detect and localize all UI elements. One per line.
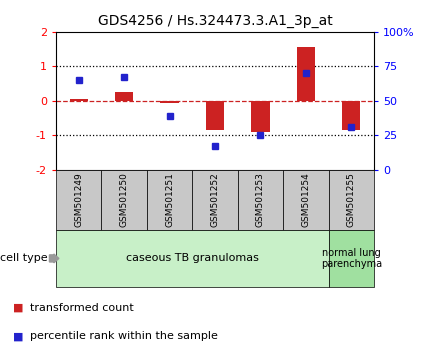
Text: GSM501249: GSM501249: [74, 173, 83, 227]
Text: caseous TB granulomas: caseous TB granulomas: [126, 253, 259, 263]
Text: GSM501252: GSM501252: [211, 173, 219, 227]
Bar: [160, 101, 178, 103]
Text: transformed count: transformed count: [30, 303, 134, 313]
Bar: [342, 101, 360, 130]
Text: GSM501254: GSM501254: [301, 173, 310, 227]
Bar: [115, 92, 133, 101]
Text: ■: ■: [13, 331, 23, 341]
Title: GDS4256 / Hs.324473.3.A1_3p_at: GDS4256 / Hs.324473.3.A1_3p_at: [98, 14, 332, 28]
Text: GSM501255: GSM501255: [347, 172, 356, 228]
Bar: [252, 101, 270, 132]
Text: normal lung
parenchyma: normal lung parenchyma: [321, 247, 382, 269]
Bar: [70, 99, 88, 101]
Text: percentile rank within the sample: percentile rank within the sample: [30, 331, 218, 341]
Text: cell type: cell type: [0, 253, 48, 263]
Text: GSM501253: GSM501253: [256, 172, 265, 228]
Text: GSM501250: GSM501250: [120, 172, 129, 228]
Text: ■: ■: [13, 303, 23, 313]
Bar: [297, 47, 315, 101]
Text: GSM501251: GSM501251: [165, 172, 174, 228]
Bar: [206, 101, 224, 130]
